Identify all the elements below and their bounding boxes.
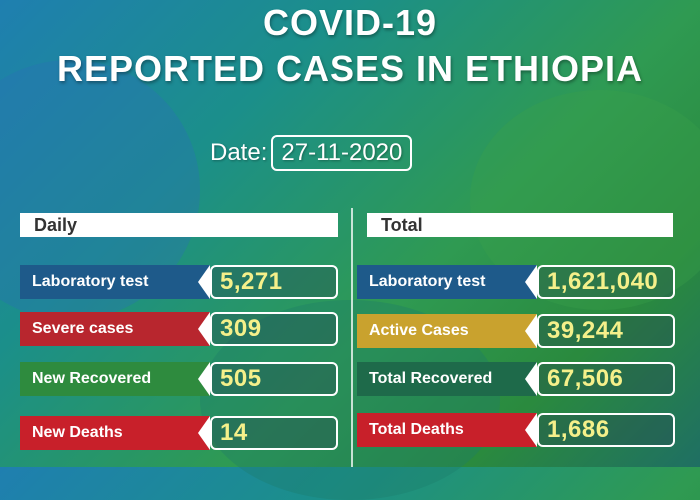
- arrow-icon: [525, 362, 537, 396]
- total-row-total-deaths: Total Deaths 1,686: [357, 413, 675, 447]
- arrow-icon: [525, 314, 537, 348]
- daily-row-label: New Recovered: [20, 362, 210, 396]
- total-row-value: 67,506: [537, 362, 675, 396]
- arrow-icon: [525, 413, 537, 447]
- daily-row-value: 5,271: [210, 265, 338, 299]
- total-row-label: Total Recovered: [357, 362, 537, 396]
- column-divider: [351, 208, 353, 467]
- total-row-label: Active Cases: [357, 314, 537, 348]
- daily-row-new-deaths: New Deaths 14: [20, 416, 338, 450]
- total-row-active-cases: Active Cases 39,244: [357, 314, 675, 348]
- total-row-value: 1,621,040: [537, 265, 675, 299]
- total-row-total-recovered: Total Recovered 67,506: [357, 362, 675, 396]
- arrow-icon: [525, 265, 537, 299]
- arrow-icon: [198, 265, 210, 299]
- daily-header: Daily: [20, 213, 338, 237]
- daily-row-label: Severe cases: [20, 312, 210, 346]
- daily-row-laboratory-test: Laboratory test 5,271: [20, 265, 338, 299]
- arrow-icon: [198, 312, 210, 346]
- date-value: 27-11-2020: [271, 135, 413, 171]
- total-row-label: Total Deaths: [357, 413, 537, 447]
- daily-row-new-recovered: New Recovered 505: [20, 362, 338, 396]
- page-title: COVID-19: [262, 2, 438, 43]
- arrow-icon: [198, 362, 210, 396]
- daily-row-value: 309: [210, 312, 338, 346]
- page-subtitle: REPORTED CASES IN ETHIOPIA: [56, 48, 644, 89]
- total-row-laboratory-test: Laboratory test 1,621,040: [357, 265, 675, 299]
- daily-row-severe-cases: Severe cases 309: [20, 312, 338, 346]
- total-row-label: Laboratory test: [357, 265, 537, 299]
- daily-row-label: New Deaths: [20, 416, 210, 450]
- daily-row-value: 14: [210, 416, 338, 450]
- total-header: Total: [367, 213, 673, 237]
- date-display: Date: 27-11-2020: [210, 135, 413, 171]
- total-row-value: 39,244: [537, 314, 675, 348]
- daily-row-value: 505: [210, 362, 338, 396]
- daily-row-label: Laboratory test: [20, 265, 210, 299]
- total-row-value: 1,686: [537, 413, 675, 447]
- date-label: Date:: [210, 139, 268, 166]
- arrow-icon: [198, 416, 210, 450]
